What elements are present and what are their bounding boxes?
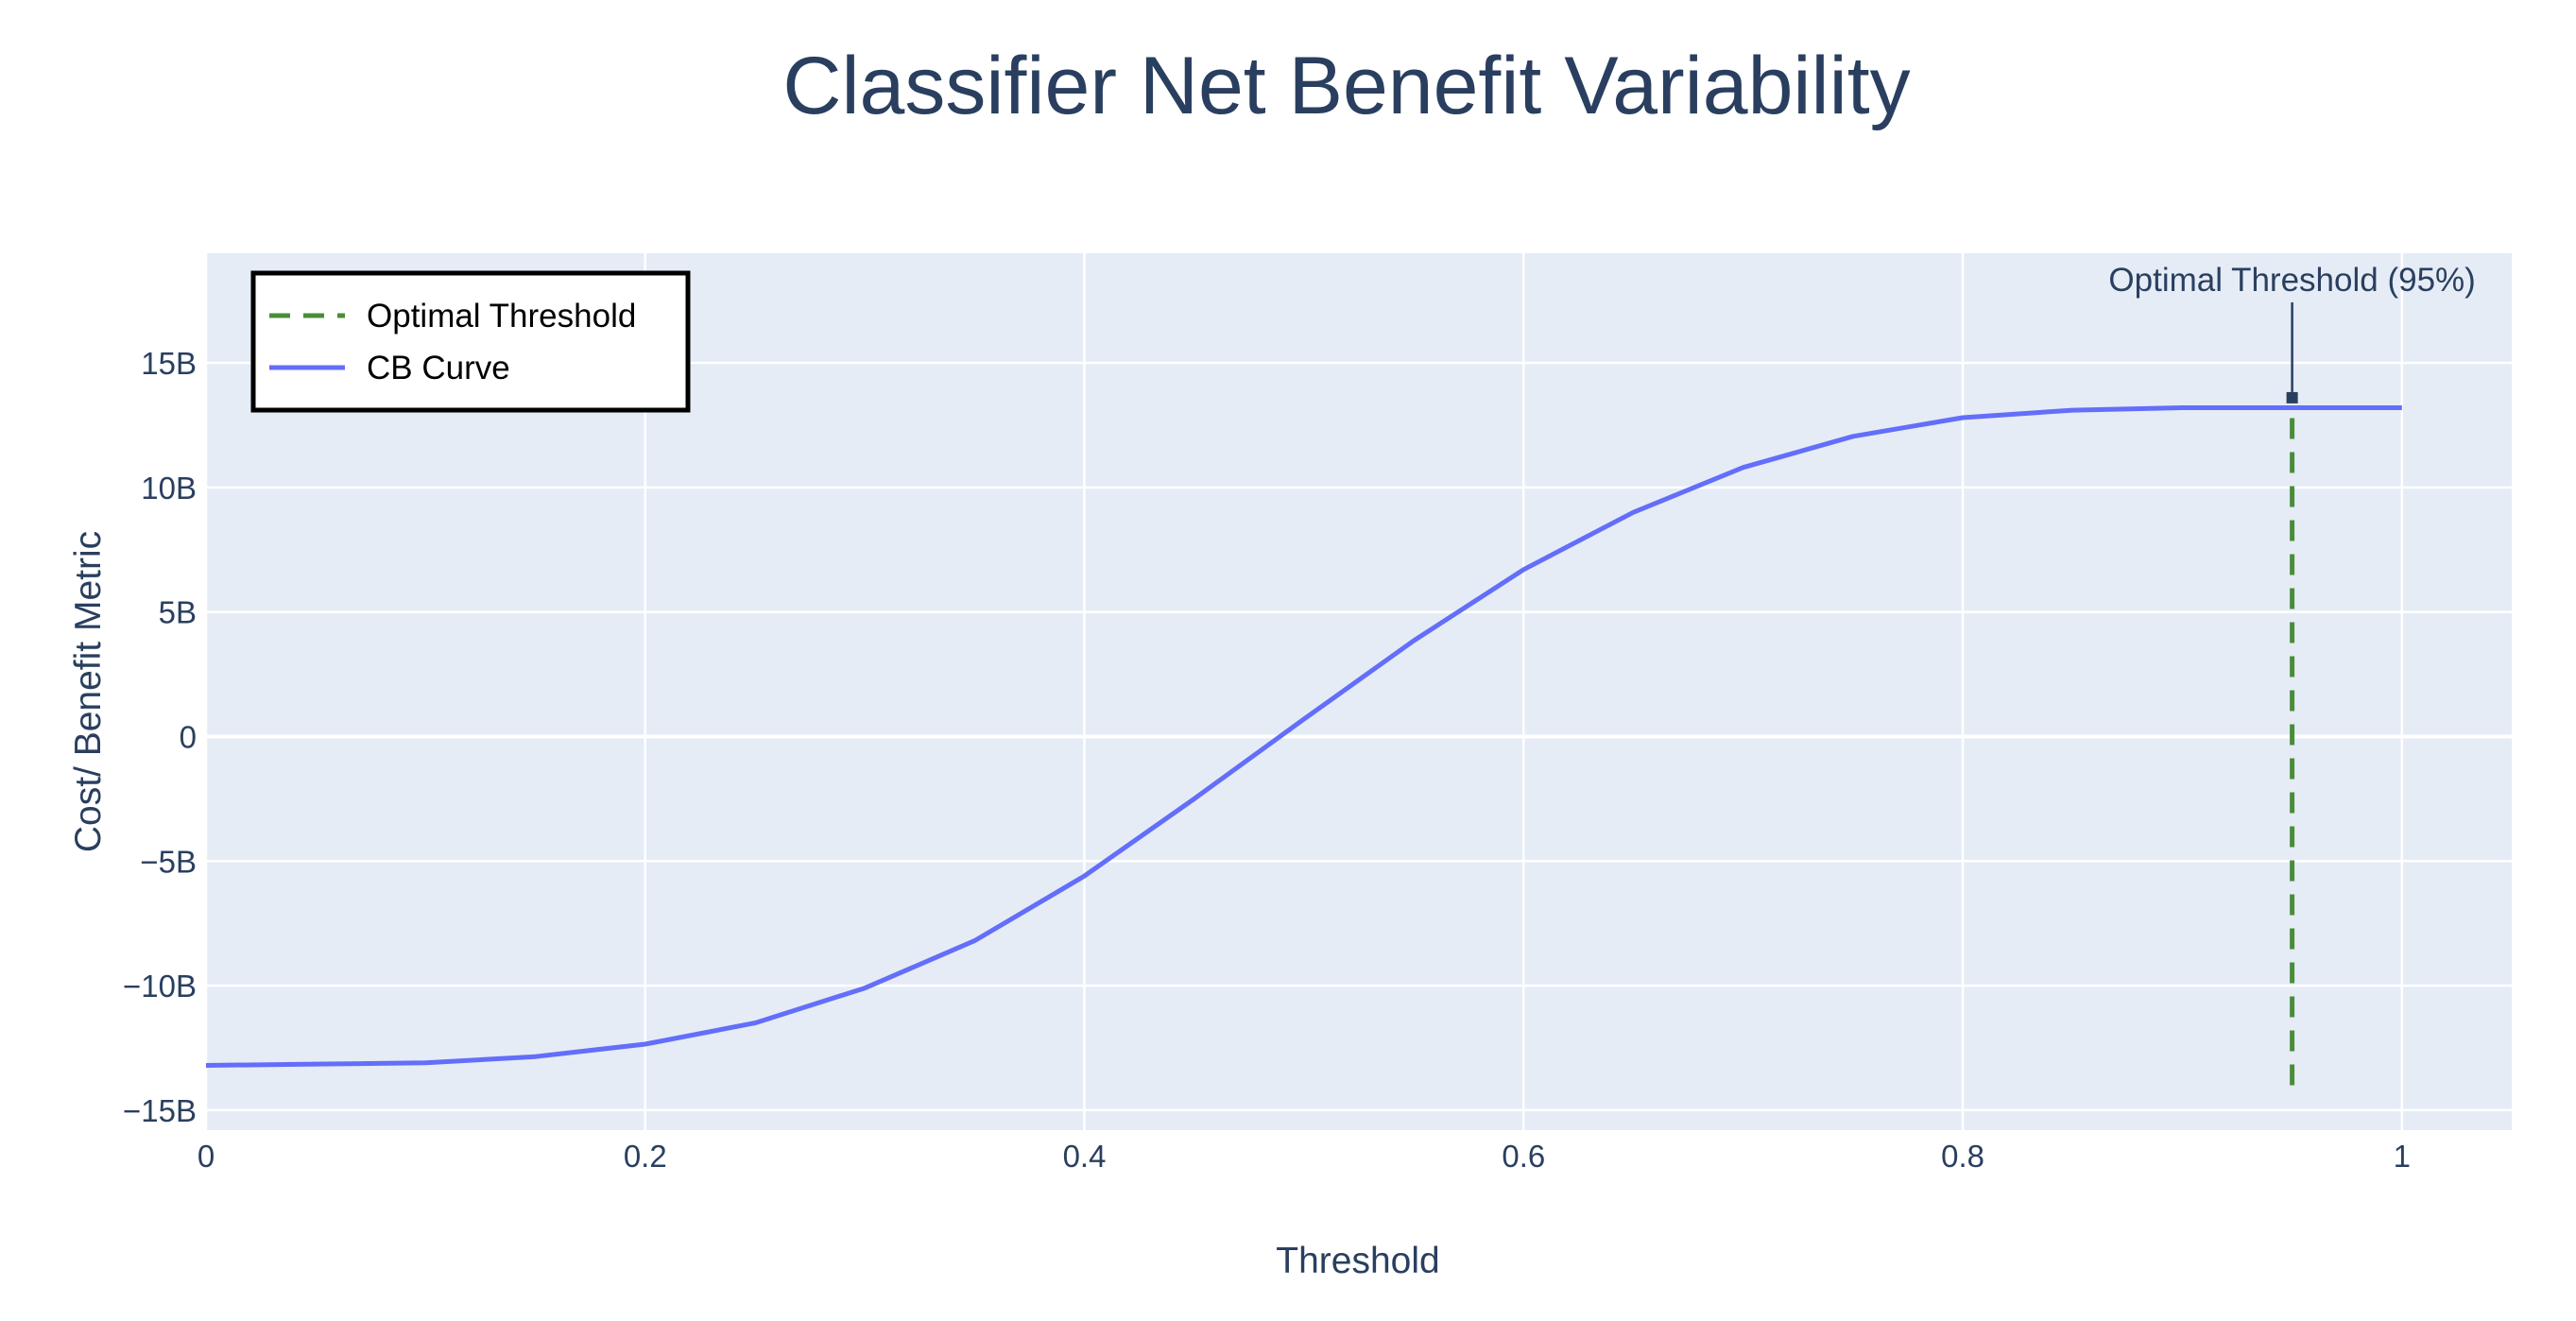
x-tick-label: 0	[197, 1139, 215, 1174]
annotation: Optimal Threshold (95%)	[2108, 262, 2476, 403]
y-tick-label: 5B	[159, 595, 197, 630]
x-axis: 0 0.2 0.4 0.6 0.8 1	[197, 1139, 2411, 1174]
annotation-text: Optimal Threshold (95%)	[2108, 262, 2475, 299]
y-tick-label: 10B	[141, 471, 197, 506]
annotation-arrowhead	[2286, 391, 2298, 403]
series-layer	[205, 405, 2402, 1086]
y-tick-label: −15B	[123, 1093, 197, 1128]
chart-title: Classifier Net Benefit Variability	[782, 41, 1910, 131]
y-tick-label: −5B	[140, 844, 197, 879]
legend-box	[250, 270, 691, 413]
x-tick-label: 0.2	[624, 1139, 667, 1174]
y-tick-label: 0	[180, 719, 197, 754]
y-tick-label: −10B	[123, 969, 197, 1004]
x-tick-label: 0.8	[1941, 1139, 1984, 1174]
legend-label-cb-curve: CB Curve	[367, 350, 510, 386]
series-line-cb-curve	[205, 405, 2402, 1068]
y-tick-label: 15B	[141, 346, 197, 381]
legend: Optimal Threshold CB Curve	[250, 270, 691, 413]
x-tick-label: 0.6	[1502, 1139, 1545, 1174]
y-axis: −15B −10B −5B 0 5B 10B 15B	[123, 346, 197, 1128]
x-tick-label: 0.4	[1063, 1139, 1107, 1174]
legend-label-optimal-threshold: Optimal Threshold	[367, 298, 636, 335]
x-tick-label: 1	[2394, 1139, 2411, 1174]
y-axis-title: Cost/ Benefit Metric	[68, 531, 109, 852]
x-axis-title: Threshold	[1276, 1241, 1439, 1281]
